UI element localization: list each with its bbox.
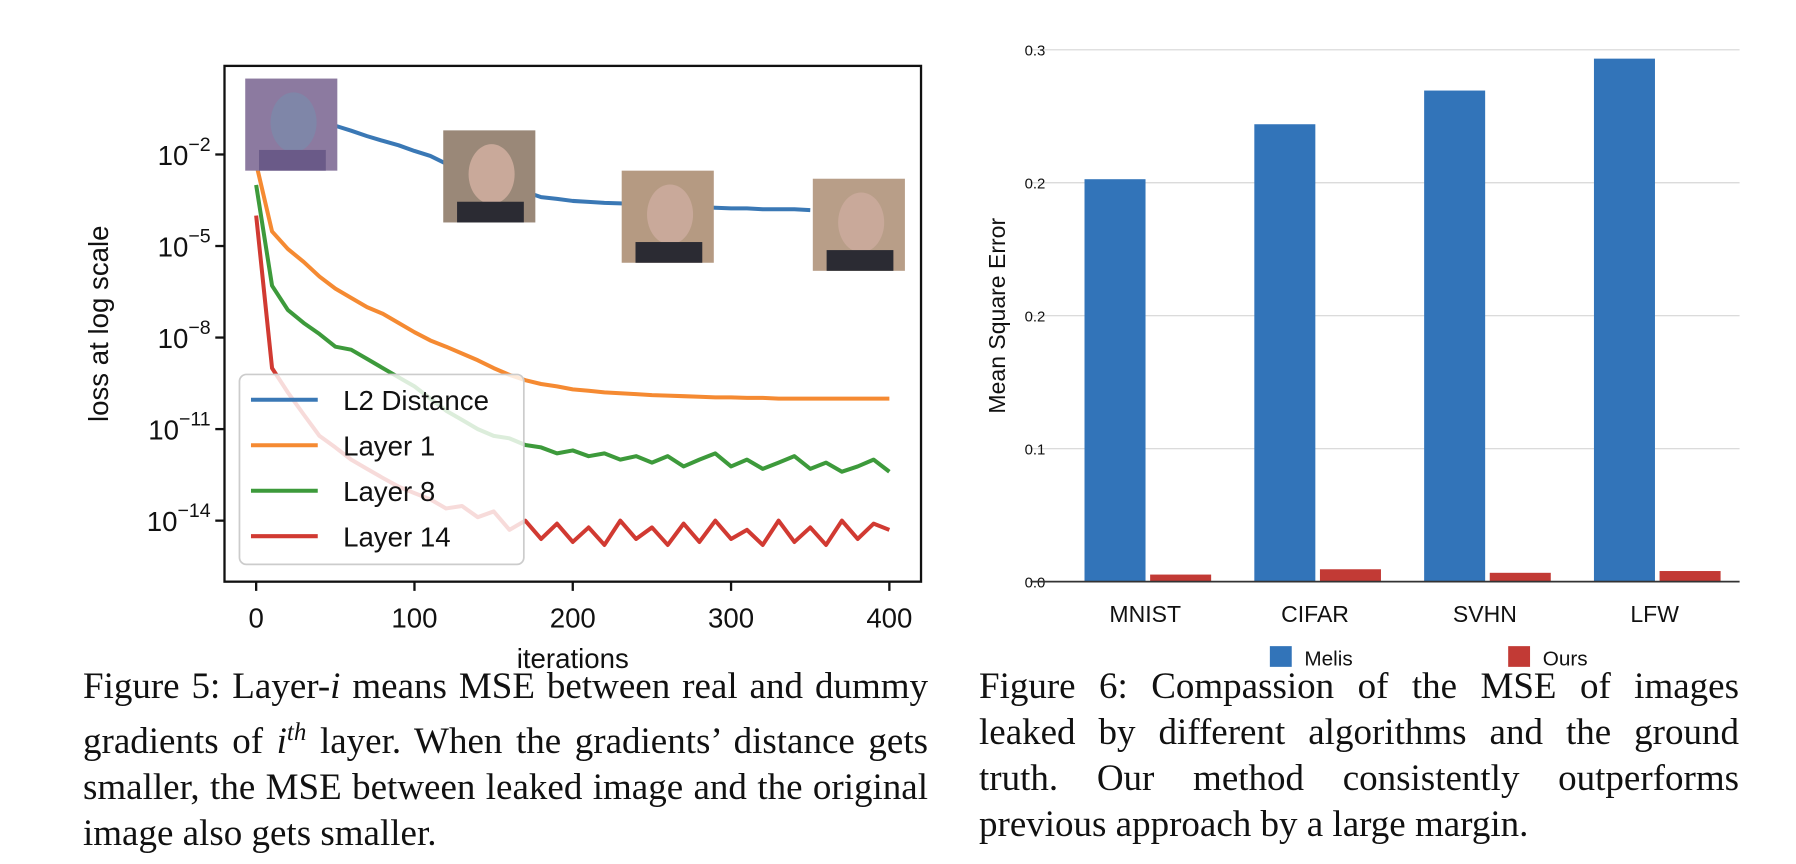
legend-swatch	[1508, 646, 1531, 667]
x-tick-label: SVHN	[1453, 601, 1517, 627]
caption-text: means MSE between real and dummy gradien…	[83, 666, 928, 762]
x-tick-label: MNIST	[1109, 601, 1181, 627]
thumbnail	[443, 130, 536, 223]
x-tick-label: 300	[708, 603, 754, 634]
x-tick-label: LFW	[1630, 601, 1679, 627]
legend-label: Layer 8	[343, 476, 435, 507]
bar	[1659, 571, 1721, 582]
thumbnail-suit	[635, 242, 703, 263]
y-tick-label: 10−14	[147, 500, 211, 537]
caption-text: Figure 6: Compassion of the MSE of image…	[979, 666, 1739, 845]
bar	[1084, 179, 1146, 582]
y-tick-label: 10−8	[158, 317, 211, 354]
caption: Figure 6: Compassion of the MSE of image…	[979, 664, 1739, 848]
thumbnail-face	[647, 184, 694, 245]
bar	[1254, 124, 1316, 582]
legend-label: Layer 14	[343, 522, 451, 553]
y-tick-label: 10−2	[158, 134, 211, 171]
x-tick-label: CIFAR	[1281, 601, 1349, 627]
thumbnail	[245, 78, 338, 171]
legend-label: Layer 1	[343, 431, 435, 462]
x-tick-label: 100	[391, 603, 437, 634]
y-axis-label: loss at log scale	[83, 226, 114, 423]
y-tick-label: 0.2	[1025, 176, 1046, 193]
caption: Figure 5: Layer-i means MSE between real…	[83, 664, 928, 857]
x-tick-label: 200	[550, 603, 596, 634]
thumbnail-suit	[259, 149, 326, 171]
x-axis-label: iterations	[517, 643, 629, 674]
y-tick-label: 0.3	[1025, 43, 1046, 60]
x-tick-label: 400	[866, 603, 912, 634]
legend-label: Melis	[1304, 648, 1352, 671]
y-tick-label: 0.1	[1025, 441, 1046, 458]
data-line	[254, 184, 891, 474]
y-tick-label: 10−11	[148, 409, 210, 446]
y-tick-label: 0.0	[1025, 574, 1046, 591]
bar	[1593, 58, 1655, 582]
y-tick-label: 0.2	[1025, 308, 1046, 325]
thumbnail-face	[270, 92, 317, 153]
thumbnail-suit	[457, 201, 524, 223]
thumbnail-suit	[826, 250, 894, 271]
y-axis-label: Mean Square Error	[984, 218, 1010, 414]
caption-text: i	[330, 666, 341, 707]
thumbnail-face	[468, 144, 515, 205]
legend-box	[238, 373, 525, 566]
legend-label: Ours	[1543, 648, 1588, 671]
thumbnail-face	[838, 192, 885, 253]
caption-text: Figure 5: Layer-	[83, 666, 331, 707]
bar	[1424, 90, 1486, 582]
thumbnail	[812, 178, 905, 271]
bar	[1489, 572, 1551, 582]
data-line	[254, 163, 890, 401]
x-tick-label: 0	[248, 603, 263, 634]
thumbnail	[621, 170, 714, 263]
legend-label: L2 Distance	[343, 385, 489, 416]
caption-text: th	[286, 719, 307, 746]
bar	[1150, 574, 1212, 582]
y-tick-label: 10−5	[158, 226, 211, 263]
caption-text: layer. When the gradients’ distance gets…	[83, 721, 928, 854]
bar	[1319, 569, 1381, 582]
caption-text: i	[276, 721, 287, 762]
legend-swatch	[1269, 646, 1292, 667]
